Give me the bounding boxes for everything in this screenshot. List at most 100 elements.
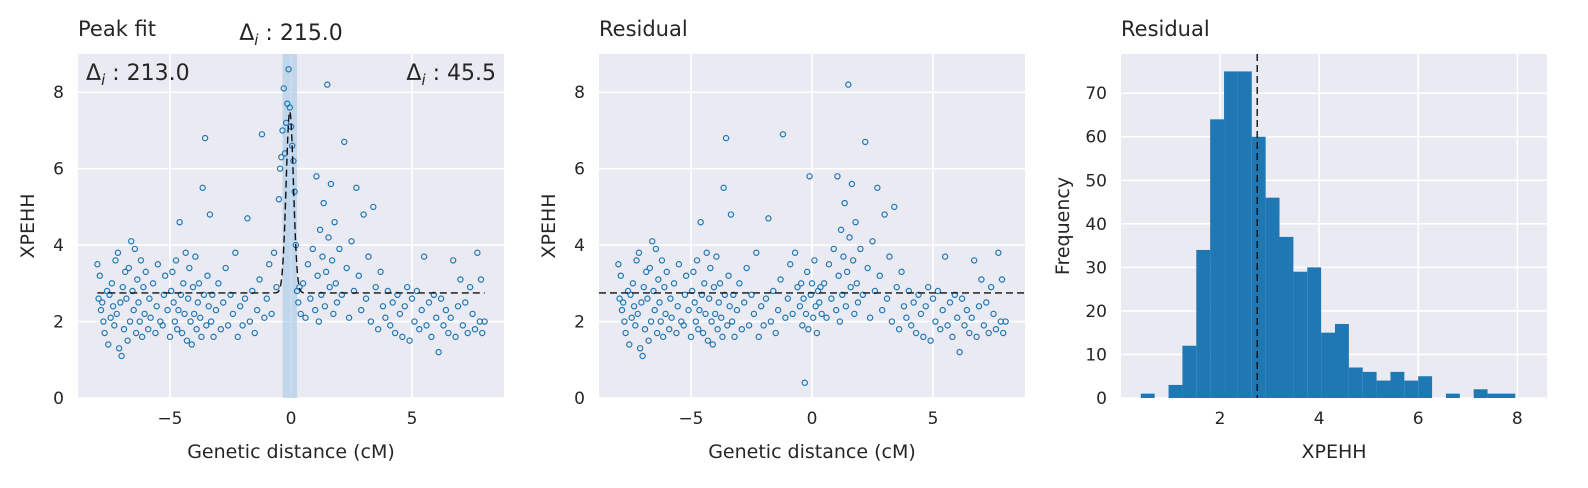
data-point <box>313 173 320 180</box>
panel-residual-histogram: 2 4 6 8 0 10 20 30 40 50 60 70 Residual XPEHH Frequ… <box>1052 17 1547 463</box>
data-point <box>958 295 966 302</box>
data-point <box>357 306 365 314</box>
data-point <box>731 333 738 341</box>
y-tick-label-3: 60 <box>1085 128 1107 148</box>
data-point <box>632 322 639 329</box>
data-point <box>630 303 638 310</box>
ticks-2: −5 0 5 0 2 4 6 8 <box>574 83 938 429</box>
data-point <box>765 215 772 222</box>
data-point <box>295 299 302 306</box>
data-point <box>474 249 481 256</box>
delta-annotation-right: Δi : 45.5 <box>406 61 496 89</box>
data-point <box>876 272 883 279</box>
data-point <box>266 261 273 268</box>
data-point <box>787 261 794 268</box>
data-point <box>811 257 818 264</box>
data-point <box>278 153 285 161</box>
data-point <box>846 234 853 241</box>
data-point <box>382 314 389 321</box>
data-point <box>315 318 323 325</box>
data-point <box>389 299 396 306</box>
data-point <box>189 283 197 291</box>
x-tick-label-2: 0 <box>807 409 818 429</box>
data-point <box>626 341 633 348</box>
data-point <box>345 314 353 321</box>
data-point <box>840 253 847 260</box>
data-point <box>251 329 258 337</box>
data-point <box>895 326 903 333</box>
data-point <box>169 268 176 276</box>
data-point <box>949 333 956 341</box>
histogram-bar <box>1390 371 1405 398</box>
data-point <box>745 322 753 329</box>
data-point <box>939 306 946 314</box>
data-point <box>830 245 837 253</box>
data-point <box>175 306 182 314</box>
data-point <box>968 314 975 321</box>
data-point <box>97 306 105 314</box>
data-point <box>256 276 263 283</box>
data-point <box>750 310 758 318</box>
data-point <box>172 257 180 264</box>
y-tick-label-3: 30 <box>1085 258 1107 278</box>
data-point <box>722 134 730 142</box>
data-point <box>275 196 283 203</box>
data-point <box>715 299 723 306</box>
histogram-bar <box>1182 345 1197 398</box>
data-point <box>379 303 387 310</box>
data-point <box>126 318 134 325</box>
data-point <box>869 238 876 245</box>
data-point <box>946 299 954 306</box>
data-point <box>934 287 942 295</box>
data-point <box>927 337 934 344</box>
data-point <box>396 310 404 318</box>
data-point <box>668 314 675 321</box>
data-point <box>852 218 859 226</box>
data-point <box>132 329 140 337</box>
data-point <box>661 283 668 291</box>
data-point <box>784 295 791 302</box>
data-point <box>121 268 129 276</box>
data-point <box>174 326 181 333</box>
data-point <box>779 131 787 138</box>
data-point <box>888 318 896 325</box>
data-point <box>276 165 284 172</box>
data-point <box>727 211 735 218</box>
data-point <box>360 211 367 218</box>
data-point <box>215 280 222 287</box>
data-point <box>188 341 195 348</box>
histogram-bar <box>1334 323 1349 398</box>
data-point <box>236 303 244 310</box>
data-point <box>205 303 212 310</box>
shaded-band <box>282 54 298 398</box>
data-point <box>836 318 844 325</box>
data-point <box>290 157 297 165</box>
data-point <box>728 318 736 325</box>
data-point <box>471 326 479 333</box>
ticks-3: 2 4 6 8 0 10 20 30 40 50 60 70 <box>1085 84 1522 429</box>
data-point <box>806 173 813 180</box>
data-point <box>810 314 817 321</box>
data-point <box>762 295 770 302</box>
data-point <box>314 272 321 279</box>
data-point <box>893 283 900 291</box>
data-point <box>834 173 841 180</box>
data-point <box>898 268 905 276</box>
y-tick-label-3: 50 <box>1085 171 1107 191</box>
histogram-bar <box>1224 71 1238 398</box>
data-point <box>142 268 149 276</box>
data-point <box>119 283 126 291</box>
data-point <box>699 329 707 337</box>
histogram-bar <box>1210 119 1225 398</box>
data-point <box>970 257 978 264</box>
data-point <box>435 348 442 356</box>
data-point <box>273 283 280 291</box>
data-point <box>800 295 807 302</box>
data-point <box>328 257 336 264</box>
chart-title-1: Peak fit <box>78 17 156 41</box>
data-point <box>217 326 225 333</box>
data-point <box>1000 329 1007 337</box>
data-point <box>180 280 187 287</box>
data-point <box>239 322 246 329</box>
data-point <box>199 184 206 191</box>
